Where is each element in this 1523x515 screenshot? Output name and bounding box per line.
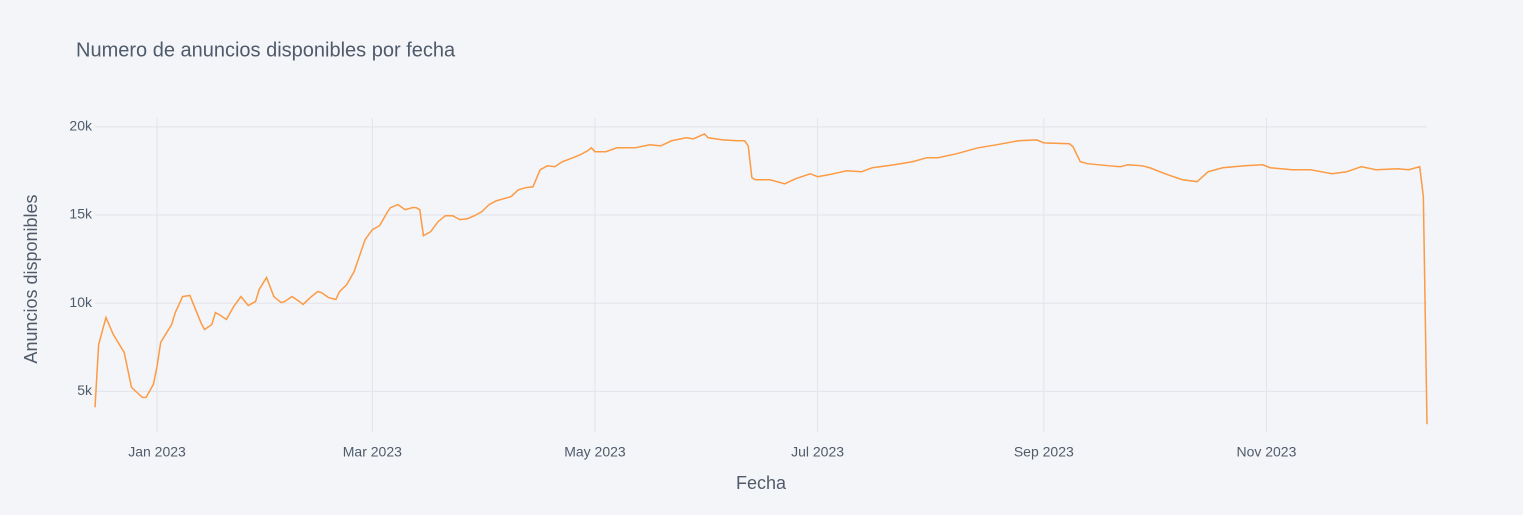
x-tick-label: Jul 2023 [791, 444, 844, 460]
y-axis-title: Anuncios disponibles [21, 194, 41, 363]
x-axis-title: Fecha [736, 473, 787, 493]
x-tick-label: Mar 2023 [343, 444, 402, 460]
x-tick-label: May 2023 [564, 444, 626, 460]
x-tick-label: Jan 2023 [128, 444, 186, 460]
y-tick-label: 15k [69, 206, 93, 222]
chart-title: Numero de anuncios disponibles por fecha [76, 39, 456, 61]
y-tick-label: 20k [69, 118, 93, 134]
y-tick-label: 10k [69, 294, 93, 310]
x-tick-label: Sep 2023 [1014, 444, 1074, 460]
x-tick-label: Nov 2023 [1236, 444, 1296, 460]
y-tick-label: 5k [77, 382, 93, 398]
data-line [94, 132, 1428, 425]
